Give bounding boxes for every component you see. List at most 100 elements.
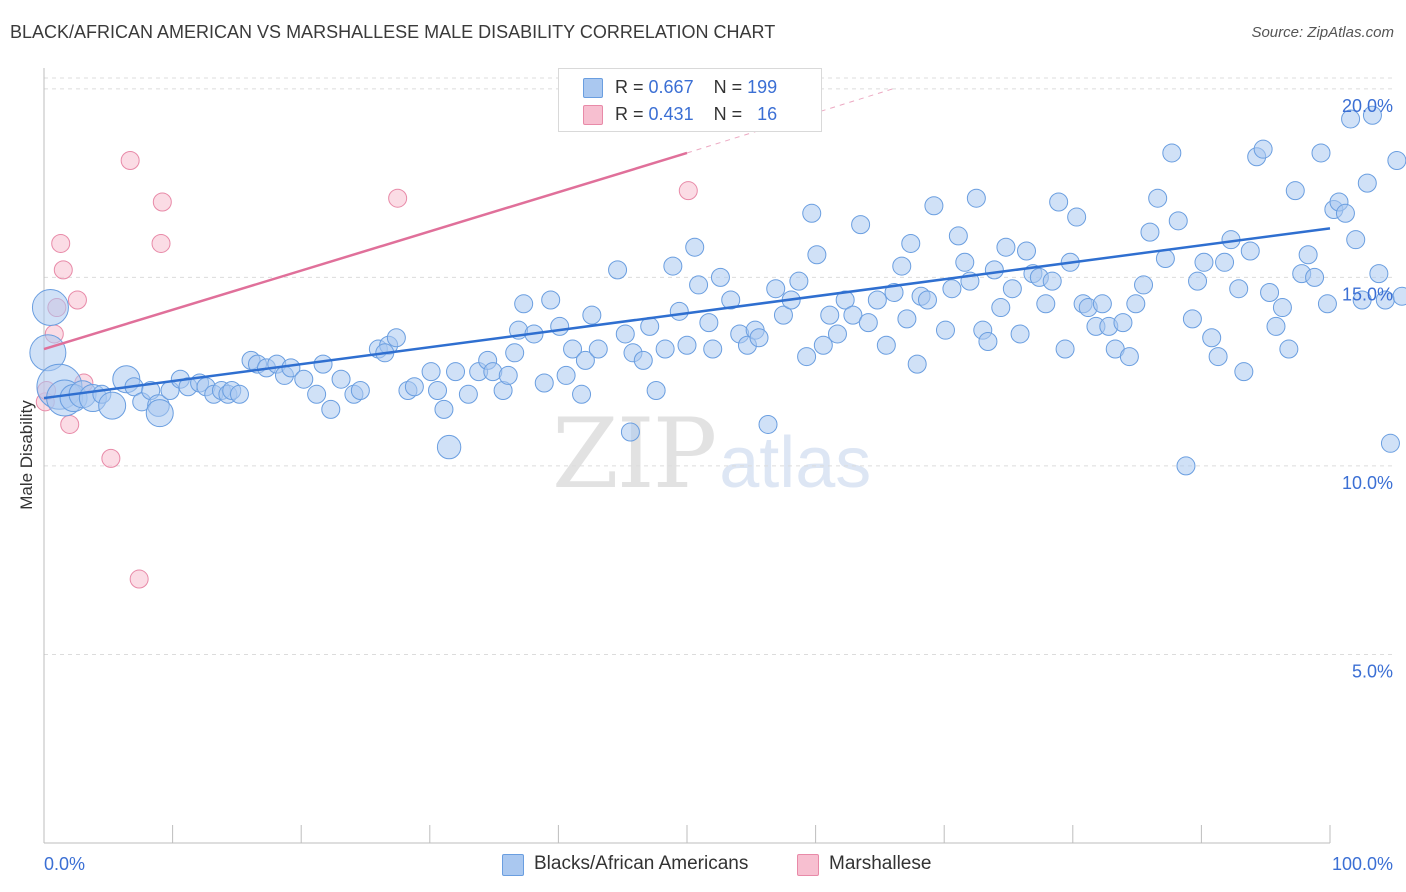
black-point bbox=[802, 203, 822, 223]
black-point bbox=[646, 381, 666, 401]
black-point bbox=[907, 354, 927, 374]
black-point bbox=[575, 350, 595, 370]
black-point bbox=[563, 339, 583, 359]
black-point bbox=[1335, 203, 1355, 223]
black-point bbox=[677, 335, 697, 355]
black-point bbox=[1229, 279, 1249, 299]
black-point bbox=[924, 196, 944, 216]
black-point bbox=[1298, 245, 1318, 265]
n-label: N = bbox=[713, 104, 743, 124]
black-point bbox=[689, 275, 709, 295]
black-point bbox=[867, 290, 887, 310]
black-point bbox=[699, 313, 719, 333]
black-point bbox=[313, 354, 333, 374]
black-point bbox=[1346, 230, 1366, 250]
black-point bbox=[703, 339, 723, 359]
black-point bbox=[404, 377, 424, 397]
black-point bbox=[421, 362, 441, 382]
black-point bbox=[843, 305, 863, 325]
black-point bbox=[446, 362, 466, 382]
tick-labels: 5.0% 10.0% 15.0% 20.0% 0.0% 100.0% bbox=[44, 96, 1393, 874]
black-point bbox=[1049, 192, 1069, 212]
black-point bbox=[331, 369, 351, 389]
black-point bbox=[31, 289, 69, 327]
black-point bbox=[935, 320, 955, 340]
black-point bbox=[350, 381, 370, 401]
black-point bbox=[766, 279, 786, 299]
black-point bbox=[917, 290, 937, 310]
n-value: 199 bbox=[747, 77, 778, 97]
black-point bbox=[721, 290, 741, 310]
r-value: 0.431 bbox=[648, 104, 694, 124]
black-point bbox=[615, 324, 635, 344]
black-point bbox=[1036, 294, 1056, 314]
x-tick-label-min: 0.0% bbox=[44, 854, 85, 874]
black-point bbox=[948, 226, 968, 246]
marshallese-point bbox=[152, 192, 172, 212]
black-point bbox=[758, 414, 778, 434]
black-point bbox=[1369, 264, 1389, 284]
marshallese-point bbox=[388, 188, 408, 208]
black-point bbox=[1240, 241, 1260, 261]
black-point bbox=[1253, 139, 1273, 159]
marshallese-point bbox=[51, 233, 71, 253]
legend-swatch-pink bbox=[797, 854, 819, 876]
black-point bbox=[1134, 275, 1154, 295]
black-point bbox=[550, 316, 570, 336]
black-point bbox=[588, 339, 608, 359]
black-points bbox=[29, 105, 1406, 476]
black-point bbox=[749, 328, 769, 348]
black-point bbox=[1002, 279, 1022, 299]
black-point bbox=[984, 260, 1004, 280]
black-point bbox=[773, 305, 793, 325]
black-point bbox=[436, 434, 462, 460]
legend-label-blacks: Blacks/African Americans bbox=[534, 853, 749, 874]
black-point bbox=[1055, 339, 1075, 359]
black-point bbox=[434, 399, 454, 419]
trend-lines bbox=[43, 88, 1331, 400]
black-point bbox=[797, 347, 817, 367]
black-point bbox=[321, 399, 341, 419]
n-label: N = bbox=[713, 77, 743, 97]
black-point bbox=[1194, 252, 1214, 272]
black-point bbox=[1148, 188, 1168, 208]
black-point bbox=[884, 282, 904, 302]
black-point bbox=[1317, 294, 1337, 314]
black-point bbox=[98, 391, 127, 420]
black-point bbox=[1119, 347, 1139, 367]
black-point bbox=[835, 290, 855, 310]
black-point bbox=[1208, 347, 1228, 367]
stats-legend: R = 0.667 N = 199 R = 0.431 N = 16 bbox=[558, 68, 822, 132]
black-point bbox=[1113, 313, 1133, 333]
marshallese-point bbox=[53, 260, 73, 280]
black-point bbox=[858, 313, 878, 333]
y-tick-label: 10.0% bbox=[1342, 473, 1393, 493]
marshallese-point bbox=[678, 181, 698, 201]
black-point bbox=[1092, 294, 1112, 314]
black-point bbox=[556, 365, 576, 385]
black-point bbox=[996, 237, 1016, 257]
black-point bbox=[1215, 252, 1235, 272]
chart-title: BLACK/AFRICAN AMERICAN VS MARSHALLESE MA… bbox=[10, 22, 776, 42]
black-point bbox=[307, 384, 327, 404]
black-point bbox=[710, 267, 730, 287]
black-point bbox=[229, 384, 249, 404]
black-point bbox=[1140, 222, 1160, 242]
black-point bbox=[1392, 286, 1406, 306]
black-point bbox=[1285, 181, 1305, 201]
black-point bbox=[655, 339, 675, 359]
legend-stats-blacks: R = 0.667 N = 199 bbox=[615, 77, 777, 98]
black-point bbox=[892, 256, 912, 276]
legend-swatch-blue bbox=[583, 78, 603, 98]
y-tick-label: 20.0% bbox=[1342, 96, 1393, 116]
black-point bbox=[789, 271, 809, 291]
marshallese-point bbox=[129, 569, 149, 589]
black-point bbox=[1176, 456, 1196, 476]
black-point bbox=[1126, 294, 1146, 314]
r-label: R = bbox=[615, 77, 644, 97]
black-point bbox=[1352, 290, 1372, 310]
black-point bbox=[991, 298, 1011, 318]
black-point bbox=[663, 256, 683, 276]
black-point bbox=[1380, 433, 1400, 453]
